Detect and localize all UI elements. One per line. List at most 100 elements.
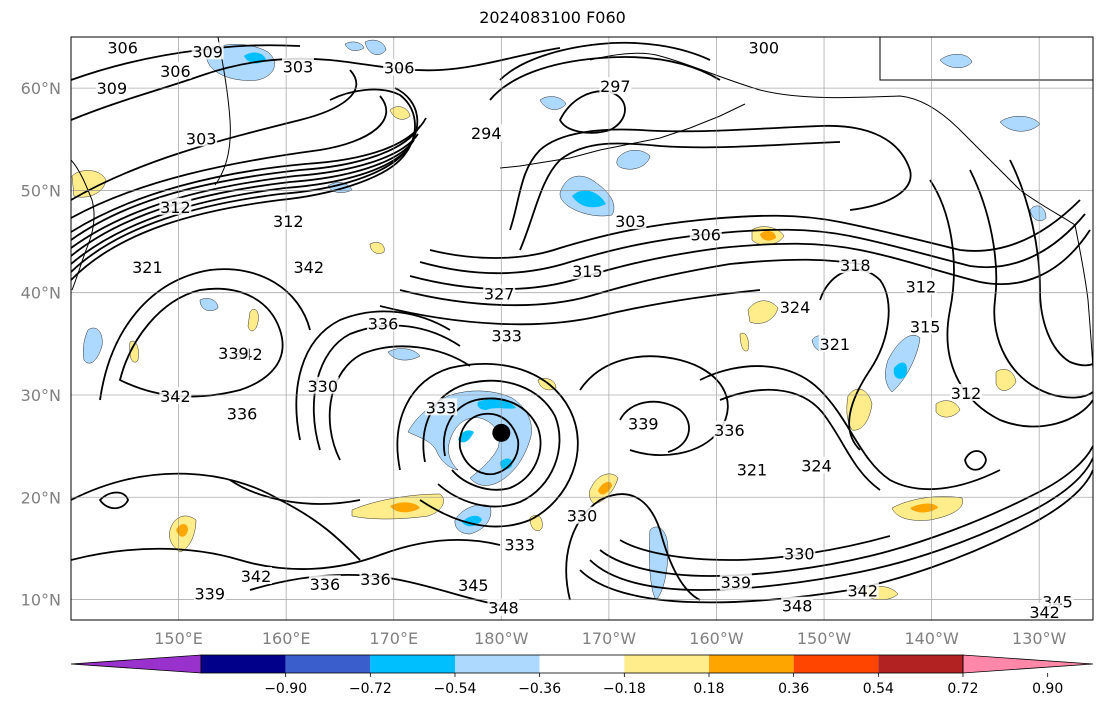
contour-label: 342 [848,581,879,600]
map-border [70,36,1094,621]
contour-label-bg [846,581,879,599]
contour-label-bg [950,383,983,401]
contour-line [969,169,1093,399]
contour-label-bg [1028,602,1061,620]
lon-tick-label: 170°W [582,629,637,648]
shade-positive [390,502,420,513]
contour-line [99,268,311,401]
contour-label-bg [503,535,536,553]
longitude-tick-labels: 150°E 160°E 170°E 180°W 170°W 160°W 150°W 140°W… [154,629,1066,648]
contour-label-bg [366,314,399,332]
contour-line [558,90,626,134]
lon-tick-label: 160°W [689,629,744,648]
coastline-aleutians [499,103,746,169]
contour-line [599,445,1093,577]
contour-label: 339 [218,344,249,363]
contour-label: 303 [615,212,646,231]
lat-tick-label: 40°N [21,284,61,303]
contour-label: 330 [784,545,815,564]
contour-label-bg [735,460,768,478]
contour-line [396,362,579,528]
contour-label-bg [272,212,305,230]
lat-tick-label: 60°N [21,79,61,98]
lon-tick-label: 170°E [369,629,418,648]
colorbar-tick-label: 0.54 [863,681,894,697]
lon-tick-label: 160°E [262,629,311,648]
contour-line [249,573,501,606]
contour-line [499,41,711,81]
shade-positive [846,388,873,431]
contour-label-bg [904,277,937,295]
shade-positive [760,231,776,241]
contour-label: 336 [310,575,341,594]
coastline-canada [879,37,1093,81]
shade-positive [935,400,961,418]
contour-label-bg [383,58,416,76]
contour-label: 333 [491,327,522,346]
contour-label-bg [614,212,647,230]
contour-label: 333 [504,535,535,554]
contour-line [71,47,561,121]
contour-label-bg [106,38,139,56]
contour-line [409,229,1091,290]
colorbar-swatch [370,655,455,673]
contour-label-bg [713,420,746,438]
contour-line [619,400,690,453]
contour-label-bg [779,298,812,316]
lon-tick-label: 150°E [154,629,203,648]
coastline-asia [71,159,95,291]
colorbar-tick-label: 0.72 [947,681,978,697]
contour-line [519,141,841,251]
contour-label: 345 [458,576,489,595]
contour-line [565,493,701,601]
contour-label: 324 [801,457,832,476]
contour-label: 330 [307,377,338,396]
contour-label-bg [470,124,503,142]
contour-line [509,124,912,231]
coastline-layer [71,37,1093,371]
contour-label-bg [781,596,814,614]
contour-label-bg [599,77,632,95]
contour-label: 342 [1029,603,1060,622]
lat-tick-label: 20°N [21,488,61,507]
contour-label-bg [193,584,226,602]
contour-label: 303 [186,129,217,148]
contour-line [71,139,415,257]
shade-negative [939,54,973,68]
lat-tick-label: 10°N [21,591,61,610]
contour-label-bg [226,404,259,422]
shade-positive [910,503,938,513]
contour-label-bg [818,334,851,352]
contour-label-bg [566,506,598,524]
contour-line [118,287,284,398]
contour-line [98,491,129,510]
contour-label-bg [719,573,752,591]
contour-line [229,479,361,505]
shade-positive [389,106,411,120]
latitude-tick-labels: 10°N 20°N 30°N 40°N 50°N 60°N [21,79,61,609]
contour-line [71,145,411,265]
contour-label: 303 [283,58,314,77]
shade-negative [1029,205,1047,221]
contour-label-bg [159,61,192,79]
contour-label-bg [185,129,218,147]
contour-label: 336 [227,404,258,423]
coastline-westcoast [1074,224,1093,371]
contour-label: 339 [195,584,226,603]
contour-label: 324 [780,298,811,317]
contour-label: 315 [910,317,941,336]
contour-label-bg [490,326,523,344]
contour-line [489,56,721,101]
contour-label: 312 [906,278,937,297]
contour-layer [71,41,1093,606]
contour-line [71,69,358,201]
lon-tick-label: 140°W [904,629,959,648]
shade-positive [995,369,1017,391]
contour-line [929,179,1093,428]
colorbar-outline [200,654,964,674]
lat-tick-label: 30°N [21,386,61,405]
lon-tick-label: 180°W [474,629,529,648]
contour-label: 306 [384,59,415,78]
